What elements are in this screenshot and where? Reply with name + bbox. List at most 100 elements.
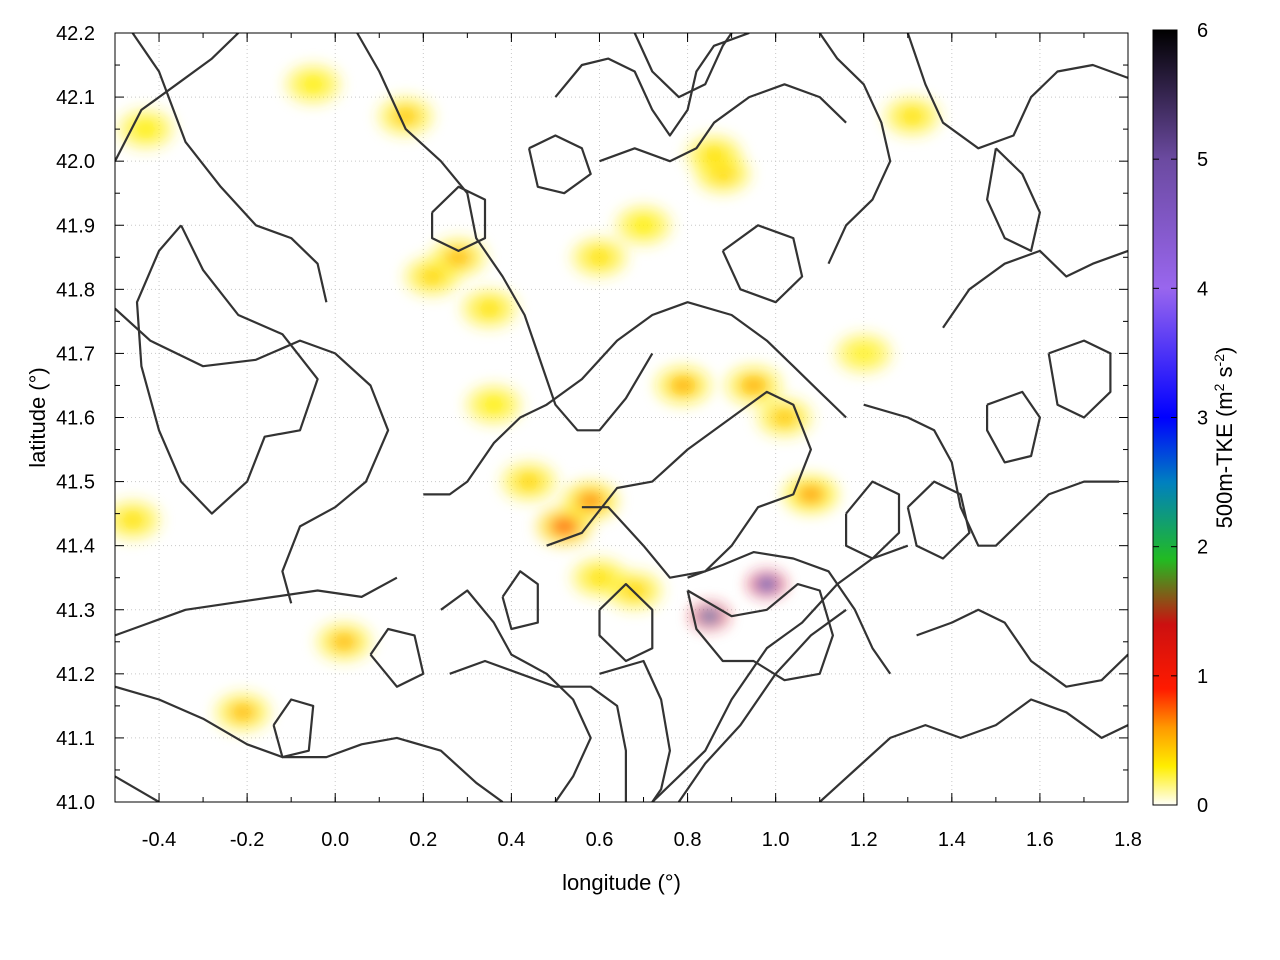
tke-hotspot (770, 408, 799, 427)
terrain-contour (686, 583, 834, 682)
tke-hotspot (515, 472, 544, 491)
terrain-contour (115, 307, 390, 604)
terrain-contour (272, 698, 315, 759)
y-axis-label: latitude (°) (25, 367, 50, 468)
y-tick-label: 41.9 (56, 215, 95, 237)
y-tick-label: 41.6 (56, 408, 95, 430)
terrain-contour (599, 659, 671, 802)
y-tick-label: 42.0 (56, 151, 95, 173)
y-axis: 41.0 41.1 41.2 41.3 41.4 41.5 41.6 41.7 41.8 41.9… (56, 23, 1128, 814)
terrain-contour (906, 480, 971, 560)
x-axis-label: longitude (°) (562, 870, 681, 895)
colorbar-label-mid: s (1212, 366, 1237, 383)
terrain-contour (527, 134, 592, 195)
tke-hotspot (699, 609, 720, 623)
terrain-contour (431, 185, 487, 252)
tke-hotspot (118, 511, 147, 530)
y-tick-label: 41.8 (56, 279, 95, 301)
terrain-contour (818, 33, 892, 265)
x-tick-label: 0.8 (674, 829, 702, 851)
terrain-contour (356, 33, 654, 432)
tke-hotspot (585, 568, 614, 587)
terrain-contour (554, 33, 750, 137)
tke-hotspot (475, 299, 504, 318)
terrain-contour (845, 480, 901, 560)
terrain-contour (501, 570, 539, 631)
y-tick-label: 41.4 (56, 536, 95, 558)
colorbar-label-sup1: 2 (1211, 383, 1227, 391)
colorbar: 0 1 2 3 4 5 6 (1152, 20, 1208, 817)
terrain-contours (115, 33, 1128, 802)
terrain-contour (677, 608, 847, 802)
colorbar-label-main: 500m-TKE (m (1212, 391, 1237, 528)
terrain-contour (115, 33, 240, 162)
terrain-contour (135, 224, 319, 515)
x-tick-label: 1.2 (850, 829, 878, 851)
tke-hotspot (699, 145, 728, 164)
terrain-contour (916, 608, 1128, 688)
y-tick-label: 42.2 (56, 23, 95, 45)
colorbar-label: 500m-TKE (m2 s-2) (1211, 347, 1237, 529)
terrain-contour (721, 224, 804, 304)
plot-area (115, 33, 1128, 802)
tke-hotspot (739, 376, 768, 395)
y-tick-label: 41.5 (56, 472, 95, 494)
x-tick-label: 0.6 (586, 829, 614, 851)
x-tick-label: 0.0 (321, 829, 349, 851)
tke-hotspot (796, 485, 825, 504)
terrain-contour (651, 544, 909, 802)
colorbar-tick-label: 1 (1197, 666, 1208, 688)
tke-hotspot (757, 577, 777, 591)
terrain-contour (131, 33, 328, 303)
y-tick-label: 41.7 (56, 343, 95, 365)
terrain-contour (818, 698, 1128, 802)
tke-hotspot (479, 395, 508, 414)
colorbar-tick-label: 0 (1197, 795, 1208, 817)
terrain-contour (906, 33, 1128, 150)
terrain-contour (423, 301, 847, 496)
terrain-contour (986, 147, 1041, 252)
x-tick-label: -0.4 (142, 829, 176, 851)
tke-hotspot (849, 344, 878, 363)
y-tick-label: 42.1 (56, 87, 95, 109)
x-tick-label: 1.8 (1114, 829, 1142, 851)
tke-hotspot (898, 107, 927, 126)
terrain-contour (986, 390, 1041, 464)
terrain-contour (115, 576, 398, 637)
x-tick-label: 1.4 (938, 829, 966, 851)
colorbar-label-end: ) (1212, 347, 1237, 354)
x-tick-label: -0.2 (230, 829, 264, 851)
x-axis: -0.4 -0.2 0.0 0.2 0.4 0.6 0.8 1.0 1.2 1.4 1.6 1.8 (114, 33, 1142, 851)
tke-hotspot (228, 703, 257, 722)
y-tick-label: 41.0 (56, 792, 95, 814)
colorbar-tick-label: 4 (1197, 278, 1208, 300)
x-tick-label: 0.2 (409, 829, 437, 851)
colorbar-tick-label: 3 (1197, 408, 1208, 430)
tke-hotspot (576, 491, 605, 510)
tke-field (115, 64, 941, 733)
tke-hotspot (669, 376, 698, 395)
tke-hotspot (330, 632, 359, 651)
tke-hotspot (131, 120, 160, 139)
colorbar-tick-label: 5 (1197, 149, 1208, 171)
terrain-contour (598, 583, 654, 663)
terrain-contour (546, 390, 812, 579)
terrain-contour (115, 775, 160, 802)
colorbar-tick-label: 2 (1197, 537, 1208, 559)
terrain-contour (440, 589, 592, 802)
y-tick-label: 41.2 (56, 664, 95, 686)
terrain-contour (115, 685, 504, 802)
tke-hotspot (629, 216, 658, 235)
tke-hotspot (299, 75, 328, 94)
tke-hotspot (585, 248, 614, 267)
terrain-contour (449, 659, 627, 802)
x-tick-label: 0.4 (497, 829, 525, 851)
colorbar-tick-label: 6 (1197, 20, 1208, 42)
y-tick-label: 41.1 (56, 728, 95, 750)
terrain-contour (599, 83, 847, 163)
tke-hotspot (550, 517, 579, 536)
terrain-contour (369, 627, 425, 688)
terrain-contour (633, 33, 733, 99)
x-tick-label: 1.0 (762, 829, 790, 851)
